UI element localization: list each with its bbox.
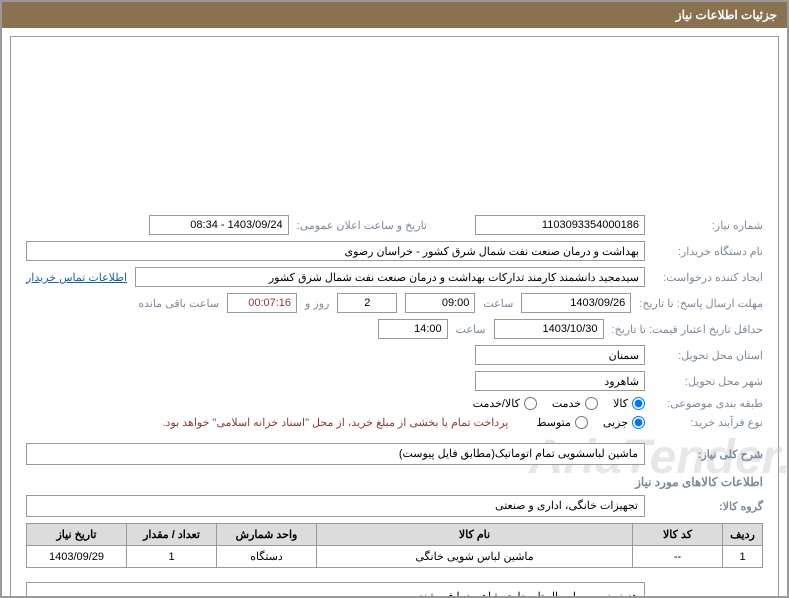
need-no-label: شماره نیاز: [653, 219, 763, 232]
row-category: طبقه بندی موضوعی: کالا خدمت کالا/خدمت [26, 397, 763, 410]
remain-label: ساعت باقی مانده [138, 297, 219, 310]
days-remain-field: 2 [337, 293, 397, 313]
window: جزئیات اطلاعات نیاز AriaTender.net شماره… [0, 0, 789, 598]
validity-label: حداقل تاریخ اعتبار قیمت: تا تاریخ: [612, 323, 763, 336]
buyer-notes-label: توضیحات خریدار: [653, 576, 763, 598]
desc-box: ماشین لباسشویی تمام اتوماتیک(مطابق فایل … [26, 443, 645, 465]
row-process: نوع فرآیند خرید: جزیی متوسط پرداخت تمام … [26, 416, 763, 429]
days-and-label: روز و [305, 297, 329, 310]
cell-date: 1403/09/29 [27, 546, 127, 568]
radio-partial[interactable]: جزیی [603, 416, 645, 429]
th-name: نام کالا [317, 524, 633, 546]
radio-service[interactable]: خدمت [552, 397, 598, 410]
radio-goods[interactable]: کالا [613, 397, 645, 410]
row-deadline: مهلت ارسال پاسخ: تا تاریخ: 1403/09/26 سا… [26, 293, 763, 313]
deadline-date-field: 1403/09/26 [521, 293, 631, 313]
radio-both[interactable]: کالا/خدمت [473, 397, 537, 410]
table-header-row: ردیف کد کالا نام کالا واحد شمارش تعداد /… [27, 524, 763, 546]
row-group: گروه کالا: تجهیزات خانگی، اداری و صنعتی [26, 495, 763, 517]
panel-title: جزئیات اطلاعات نیاز [676, 8, 777, 22]
table-row: 1 -- ماشین لباس شویی خانگی دستگاه 1 1403… [27, 546, 763, 568]
announce-date-field: 1403/09/24 - 08:34 [149, 215, 289, 235]
note-line-1: هزینه نصب و ارسال تا بهداری شاهرود با فر… [33, 589, 638, 598]
announce-date-label: تاریخ و ساعت اعلان عمومی: [297, 219, 427, 232]
desc-label: شرح کلی نیاز: [653, 448, 763, 461]
radio-medium[interactable]: متوسط [536, 416, 588, 429]
th-row: ردیف [723, 524, 763, 546]
city-label: شهر محل تحویل: [653, 375, 763, 388]
cell-unit: دستگاه [217, 546, 317, 568]
goods-section-title: اطلاعات کالاهای مورد نیاز [26, 475, 763, 489]
hour-label-2: ساعت [456, 323, 486, 336]
radio-both-input[interactable] [524, 397, 537, 410]
buyer-contact-link[interactable]: اطلاعات تماس خریدار [26, 271, 127, 284]
content-panel: AriaTender.net شماره نیاز: 1103093354000… [10, 36, 779, 598]
deadline-label: مهلت ارسال پاسخ: تا تاریخ: [639, 297, 763, 310]
radio-goods-input[interactable] [632, 397, 645, 410]
payment-note: پرداخت تمام یا بخشی از مبلغ خرید، از محل… [163, 416, 509, 429]
requester-label: ایجاد کننده درخواست: [653, 271, 763, 284]
radio-service-input[interactable] [585, 397, 598, 410]
city-field: شاهرود [475, 371, 645, 391]
buyer-notes-box: هزینه نصب و ارسال تا بهداری شاهرود با فر… [26, 582, 645, 598]
province-field: سمنان [475, 345, 645, 365]
validity-date-field: 1403/10/30 [494, 319, 604, 339]
th-qty: تعداد / مقدار [127, 524, 217, 546]
row-requester: ایجاد کننده درخواست: سیدمجید دانشمند کار… [26, 267, 763, 287]
buyer-org-label: نام دستگاه خریدار: [653, 245, 763, 258]
radio-medium-input[interactable] [575, 416, 588, 429]
group-label: گروه کالا: [653, 500, 763, 513]
need-no-field: 1103093354000186 [475, 215, 645, 235]
requester-field: سیدمجید دانشمند کارمند تدارکات بهداشت و … [135, 267, 645, 287]
buyer-org-field: بهداشت و درمان صنعت نفت شمال شرق کشور - … [26, 241, 645, 261]
time-remain-field: 00:07:16 [227, 293, 297, 313]
province-label: استان محل تحویل: [653, 349, 763, 362]
radio-partial-input[interactable] [632, 416, 645, 429]
cell-code: -- [633, 546, 723, 568]
row-city: شهر محل تحویل: شاهرود [26, 371, 763, 391]
row-province: استان محل تحویل: سمنان [26, 345, 763, 365]
row-desc: شرح کلی نیاز: ماشین لباسشویی تمام اتومات… [26, 443, 763, 465]
th-date: تاریخ نیاز [27, 524, 127, 546]
cell-qty: 1 [127, 546, 217, 568]
row-need-no: شماره نیاز: 1103093354000186 تاریخ و ساع… [26, 215, 763, 235]
row-buyer-notes: توضیحات خریدار: هزینه نصب و ارسال تا بهد… [26, 576, 763, 598]
cell-row: 1 [723, 546, 763, 568]
process-label: نوع فرآیند خرید: [653, 416, 763, 429]
deadline-hour-field: 09:00 [405, 293, 475, 313]
group-box: تجهیزات خانگی، اداری و صنعتی [26, 495, 645, 517]
goods-table: ردیف کد کالا نام کالا واحد شمارش تعداد /… [26, 523, 763, 568]
row-buyer-org: نام دستگاه خریدار: بهداشت و درمان صنعت ن… [26, 241, 763, 261]
row-validity: حداقل تاریخ اعتبار قیمت: تا تاریخ: 1403/… [26, 319, 763, 339]
panel-header: جزئیات اطلاعات نیاز [2, 2, 787, 28]
th-code: کد کالا [633, 524, 723, 546]
process-radios: جزیی متوسط [536, 416, 645, 429]
validity-hour-field: 14:00 [378, 319, 448, 339]
th-unit: واحد شمارش [217, 524, 317, 546]
category-label: طبقه بندی موضوعی: [653, 397, 763, 410]
category-radios: کالا خدمت کالا/خدمت [473, 397, 645, 410]
cell-name: ماشین لباس شویی خانگی [317, 546, 633, 568]
hour-label-1: ساعت [483, 297, 513, 310]
